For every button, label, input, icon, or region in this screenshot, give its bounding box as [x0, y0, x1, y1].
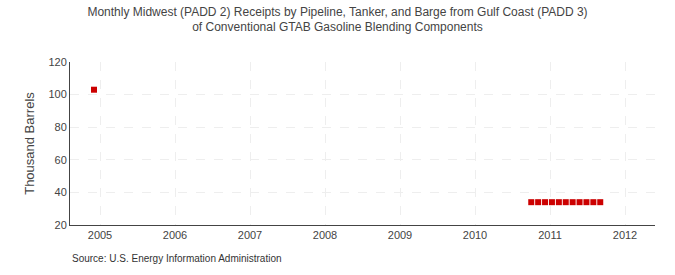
svg-text:2011: 2011	[538, 229, 562, 241]
svg-text:20: 20	[55, 219, 67, 231]
svg-text:2006: 2006	[163, 229, 187, 241]
svg-text:60: 60	[55, 154, 67, 166]
svg-text:40: 40	[55, 186, 67, 198]
svg-text:Thousand Barrels: Thousand Barrels	[22, 92, 37, 195]
svg-text:2008: 2008	[313, 229, 337, 241]
svg-text:2009: 2009	[388, 229, 412, 241]
svg-text:100: 100	[48, 88, 66, 100]
svg-text:2010: 2010	[463, 229, 487, 241]
svg-text:2007: 2007	[238, 229, 262, 241]
svg-text:120: 120	[48, 56, 66, 68]
svg-text:2005: 2005	[88, 229, 112, 241]
svg-text:80: 80	[55, 121, 67, 133]
svg-text:2012: 2012	[613, 229, 637, 241]
svg-text:Source: U.S. Energy Informatio: Source: U.S. Energy Information Administ…	[72, 253, 282, 264]
svg-text:Monthly Midwest (PADD 2) Recei: Monthly Midwest (PADD 2) Receipts by Pip…	[87, 5, 587, 35]
